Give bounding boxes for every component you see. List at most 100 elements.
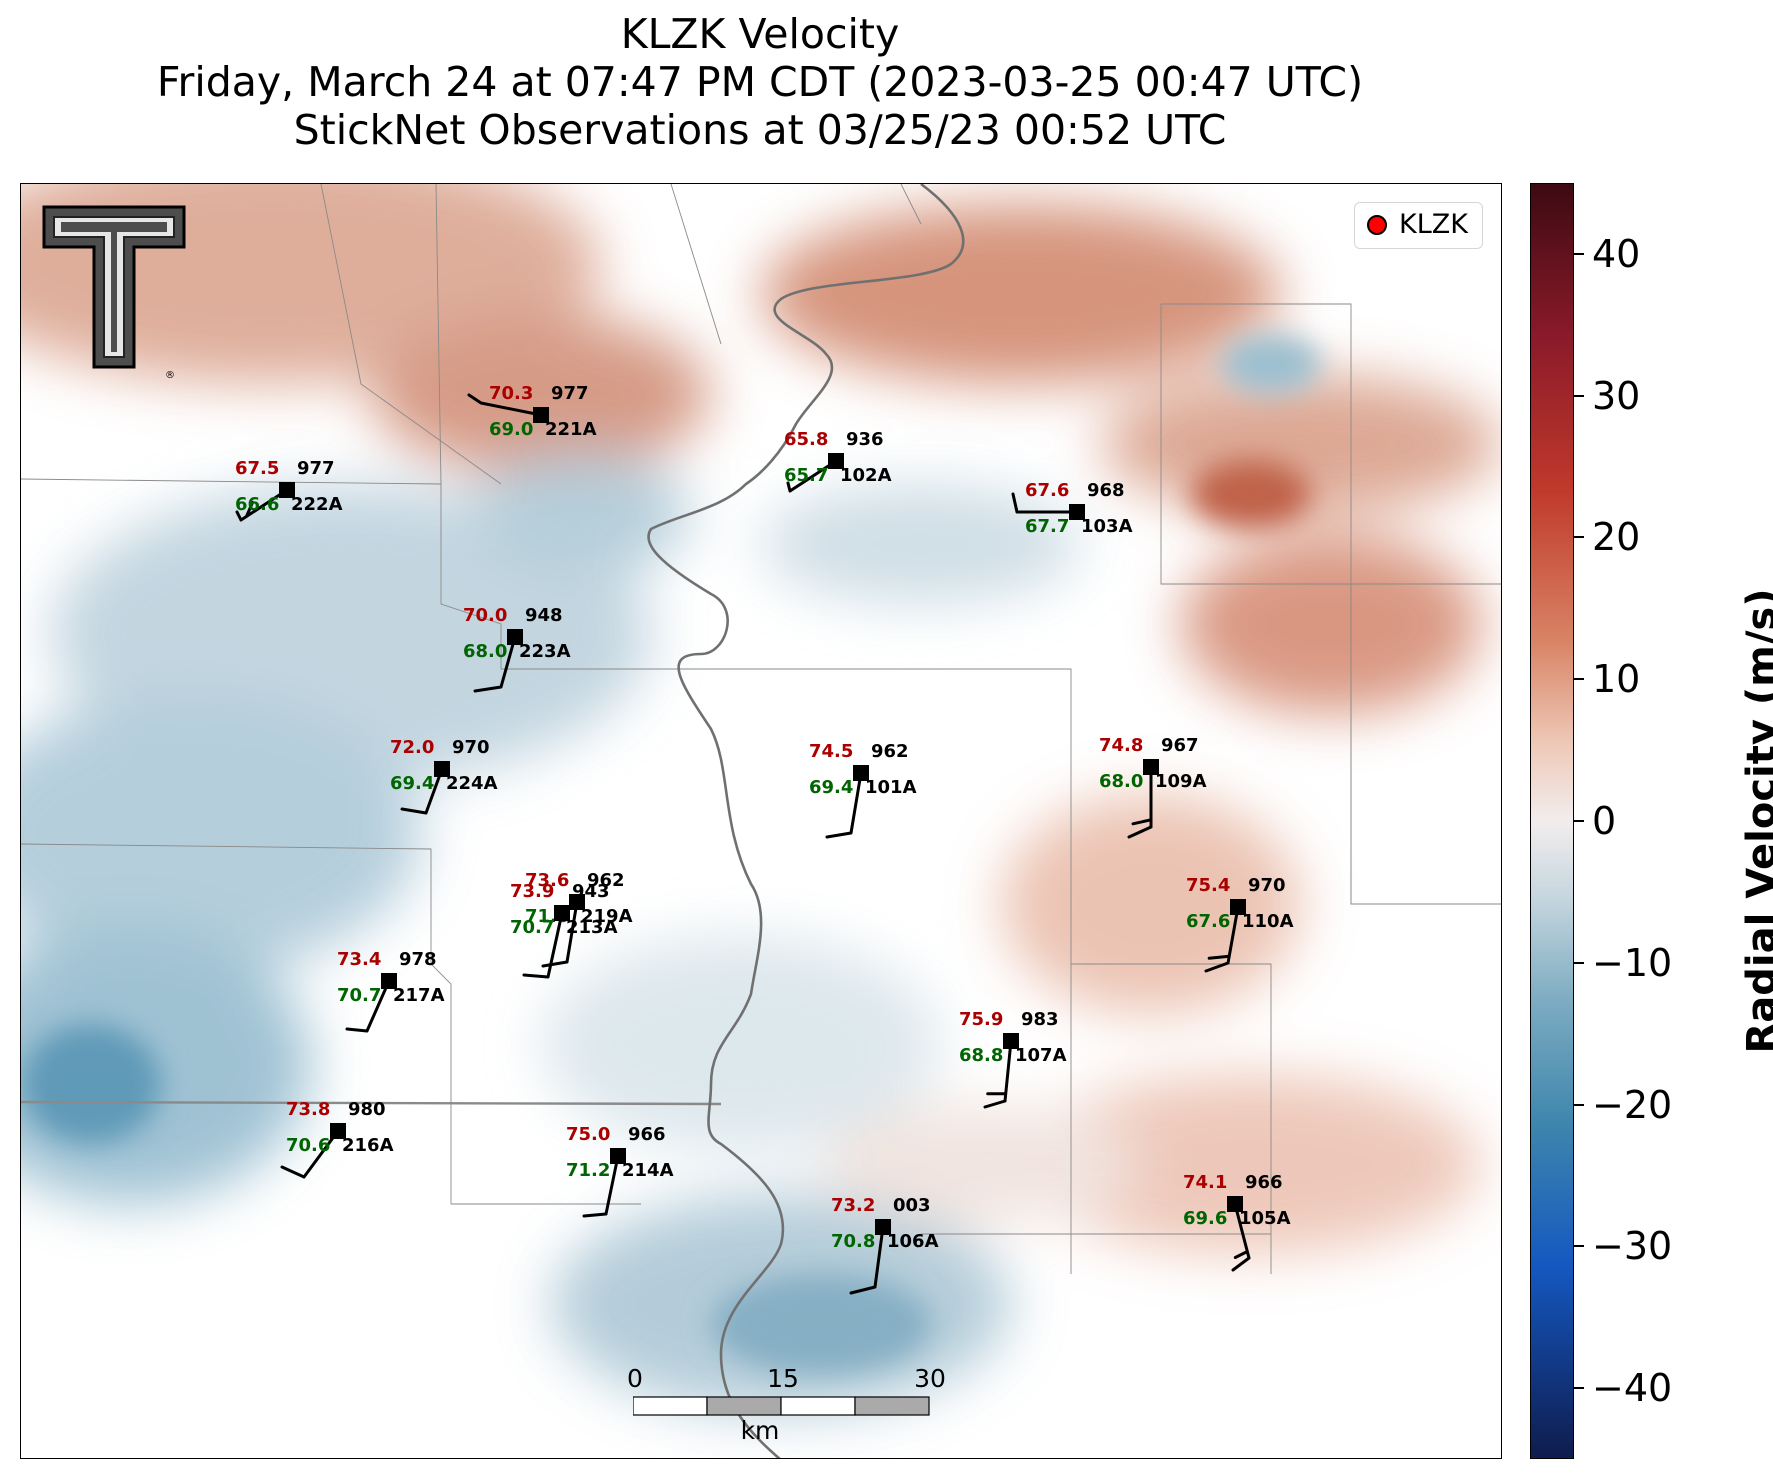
colorbar-tick-label: 10	[1592, 657, 1641, 702]
station-temperature: 70.3	[489, 383, 534, 404]
station-224A[interactable]: 72.0 970 69.4 224A	[390, 737, 498, 815]
colorbar-tick-label: 0	[1592, 799, 1617, 843]
colorbar-tick-mark	[1574, 1387, 1584, 1390]
wind-barb-icon	[1231, 1202, 1251, 1272]
station-dewpoint: 68.0	[1099, 771, 1144, 792]
station-pressure: 966	[1245, 1172, 1283, 1193]
station-temperature: 67.5	[235, 458, 280, 479]
station-id: 223A	[519, 641, 571, 662]
station-id: 221A	[545, 419, 597, 440]
title-observation-time: StickNet Observations at 03/25/23 00:52 …	[293, 106, 1227, 154]
station-marker-icon	[1227, 1196, 1243, 1212]
station-217A[interactable]: 73.4 978 70.7 217A	[337, 949, 445, 1033]
station-pressure: 977	[551, 383, 589, 404]
station-dewpoint: 67.6	[1186, 911, 1231, 932]
station-110A[interactable]: 75.4 970 67.6 110A	[1186, 875, 1294, 973]
station-id: 109A	[1155, 771, 1207, 792]
scale-segments	[633, 1396, 930, 1416]
station-temperature: 75.0	[566, 1124, 611, 1145]
station-103A[interactable]: 67.6 968 67.7 103A	[1011, 480, 1133, 537]
colorbar-tick-label: −10	[1592, 940, 1673, 985]
colorbar-tick-mark	[1574, 820, 1584, 822]
station-105A[interactable]: 74.1 966 69.6 105A	[1183, 1172, 1291, 1272]
station-pressure: 978	[399, 949, 437, 970]
station-marker-icon	[434, 761, 450, 777]
station-107A[interactable]: 75.9 983 68.8 107A	[959, 1009, 1067, 1109]
wind-barb-icon	[522, 911, 564, 979]
station-id: 101A	[865, 777, 917, 798]
station-pressure: 980	[348, 1099, 386, 1120]
station-marker-icon	[1069, 504, 1085, 520]
station-marker-icon	[610, 1148, 626, 1164]
wind-barb-icon	[345, 979, 391, 1033]
county-boundaries	[21, 184, 1501, 1274]
colorbar-tick-mark	[1574, 536, 1584, 539]
station-214A[interactable]: 75.0 966 71.2 214A	[566, 1124, 674, 1218]
station-213A[interactable]: 73.9 943 70.7 213A	[510, 881, 618, 979]
colorbar-tick-label: 20	[1592, 515, 1641, 560]
wind-barb-icon	[1011, 492, 1079, 514]
station-marker-icon	[279, 482, 295, 498]
station-dewpoint: 69.0	[489, 419, 534, 440]
station-id: 222A	[291, 494, 343, 515]
station-pressure: 970	[452, 737, 490, 758]
scale-units: km	[740, 1416, 780, 1445]
station-dewpoint: 69.4	[390, 773, 435, 794]
station-id: 216A	[342, 1135, 394, 1156]
station-marker-icon	[1143, 759, 1159, 775]
station-219A[interactable]: 73.6 962 71.0 219A	[525, 870, 633, 968]
colorbar-title: Radial Velocity (m/s)	[1739, 588, 1773, 1054]
legend-label: KLZK	[1399, 209, 1468, 240]
station-marker-icon	[853, 765, 869, 781]
station-temperature: 70.0	[463, 605, 508, 626]
colorbar-tick-mark	[1574, 252, 1584, 255]
station-pressure: 936	[846, 429, 884, 450]
station-id: 107A	[1015, 1045, 1067, 1066]
state-boundary	[21, 1100, 722, 1106]
station-id: 105A	[1239, 1208, 1291, 1229]
station-pressure: 968	[1087, 480, 1125, 501]
station-pressure: 966	[628, 1124, 666, 1145]
station-dewpoint: 66.6	[235, 494, 280, 515]
colorbar-tick-mark	[1574, 1103, 1584, 1106]
station-id: 214A	[622, 1160, 674, 1181]
wind-barb-icon	[473, 635, 517, 693]
colorbar-tick-mark	[1574, 961, 1584, 964]
station-id: 224A	[446, 773, 498, 794]
station-dewpoint: 70.7	[337, 985, 382, 1006]
station-pressure: 967	[1161, 735, 1199, 756]
station-106A[interactable]: 73.2 003 70.8 106A	[831, 1195, 939, 1295]
station-223A[interactable]: 70.0 948 68.0 223A	[463, 605, 571, 693]
station-temperature: 73.4	[337, 949, 382, 970]
station-222A[interactable]: 67.5 977 66.6 222A	[235, 458, 343, 522]
station-marker-icon	[533, 407, 549, 423]
station-temperature: 75.9	[959, 1009, 1004, 1030]
station-marker-icon	[1230, 899, 1246, 915]
station-102A[interactable]: 65.8 936 65.7 102A	[784, 429, 892, 493]
station-dewpoint: 70.7	[510, 917, 555, 938]
station-dewpoint: 70.6	[286, 1135, 331, 1156]
station-marker-icon	[381, 973, 397, 989]
station-temperature: 74.5	[809, 741, 854, 762]
station-dewpoint: 65.7	[784, 465, 829, 486]
station-dewpoint: 67.7	[1025, 516, 1070, 537]
svg-text:®: ®	[165, 370, 175, 381]
station-221A[interactable]: 70.3 977 69.0 221A	[467, 383, 597, 440]
station-dewpoint: 71.2	[566, 1160, 611, 1181]
station-temperature: 75.4	[1186, 875, 1231, 896]
wind-barb-icon	[1204, 905, 1240, 973]
station-101A[interactable]: 74.5 962 69.4 101A	[809, 741, 917, 839]
colorbar-tick-label: −30	[1592, 1224, 1673, 1269]
station-109A[interactable]: 74.8 967 68.0 109A	[1099, 735, 1207, 839]
map-legend: KLZK	[1354, 202, 1483, 249]
station-id: 106A	[887, 1231, 939, 1252]
radar-map: ® KLZK 70.3 977 69.0 221A 67.5 977 66.6 222A 65.…	[20, 183, 1502, 1459]
station-temperature: 73.8	[286, 1099, 331, 1120]
station-marker-icon	[554, 905, 570, 921]
station-dewpoint: 68.0	[463, 641, 508, 662]
velocity-colorbar	[1530, 183, 1574, 1459]
station-216A[interactable]: 73.8 980 70.6 216A	[280, 1099, 394, 1179]
scale-label-0: 0	[627, 1364, 643, 1393]
station-temperature: 65.8	[784, 429, 829, 450]
station-pressure: 962	[871, 741, 909, 762]
